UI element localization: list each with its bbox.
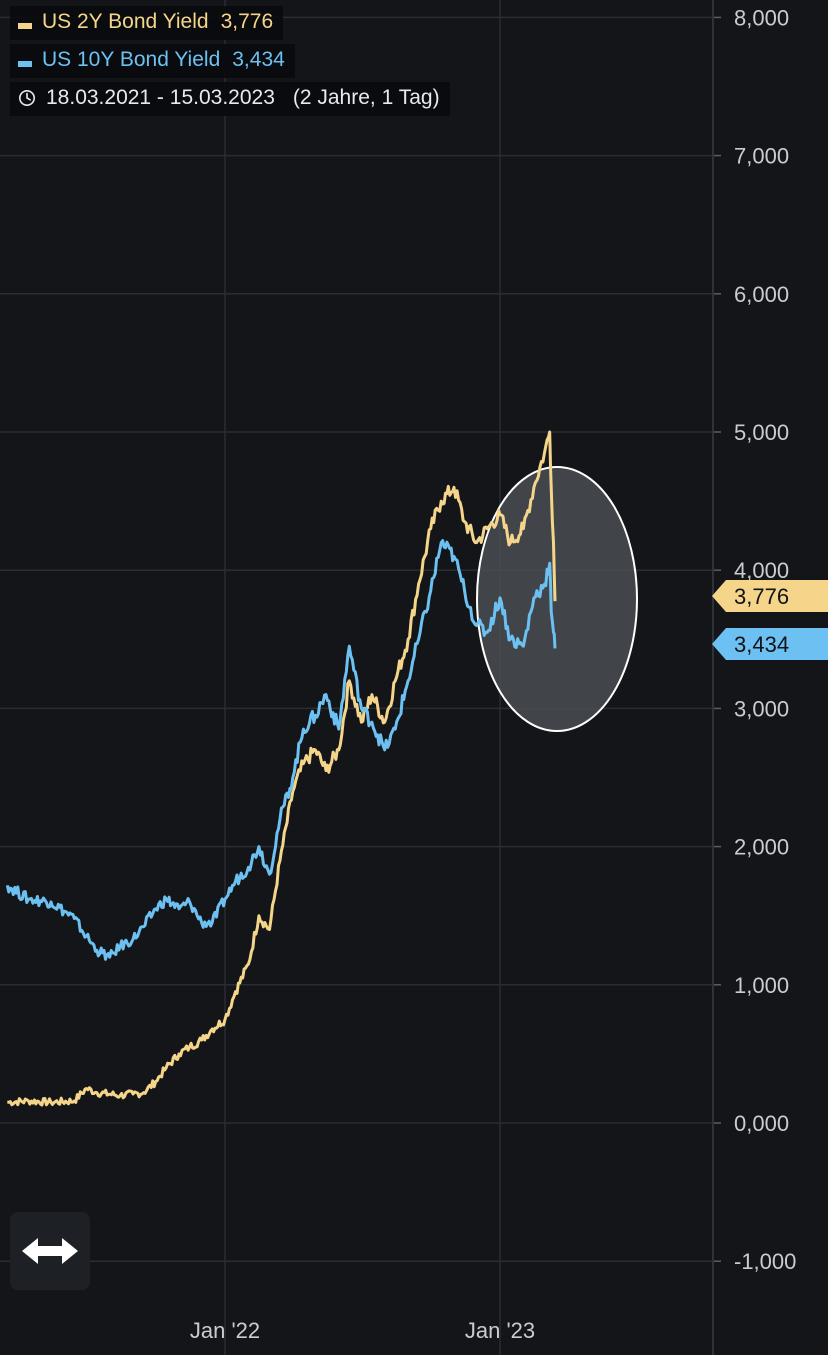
legend-value-2y: 3,776 [220, 10, 274, 33]
date-range: 18.03.2021 - 15.03.2023 [46, 86, 275, 109]
legend-item-10y[interactable]: US 10Y Bond Yield 3,434 [10, 44, 295, 78]
series-10y-swatch [18, 61, 32, 67]
y-axis: -1,000 0,000 1,000 2,000 3,000 4,000 5,000 6,00… [712, 0, 796, 1355]
last-value-text-2y: 3,776 [734, 584, 789, 609]
y-tick-label: 6,000 [734, 282, 789, 307]
y-tick-label: -1,000 [734, 1249, 796, 1274]
x-tick-label: Jan '22 [190, 1318, 260, 1343]
y-tick-label: 8,000 [734, 5, 789, 30]
legend-label-2y: US 2Y Bond Yield [42, 10, 209, 33]
last-value-tag-10y [712, 628, 828, 660]
date-range-row[interactable]: 18.03.2021 - 15.03.2023 (2 Jahre, 1 Tag) [10, 82, 450, 116]
y-tick-label: 4,000 [734, 558, 789, 583]
y-tick-label: 7,000 [734, 144, 789, 169]
series-2y-swatch [18, 23, 32, 29]
legend: US 2Y Bond Yield 3,776 US 10Y Bond Yield… [10, 6, 450, 120]
legend-item-2y[interactable]: US 2Y Bond Yield 3,776 [10, 6, 284, 40]
series-lines [5, 430, 557, 1107]
last-value-tag-2y [712, 580, 828, 612]
series-line-10y [5, 539, 557, 961]
series-line-2y [7, 430, 557, 1107]
date-range-duration: (2 Jahre, 1 Tag) [292, 86, 440, 109]
y-tick-label: 0,000 [734, 1111, 789, 1136]
last-value-text-10y: 3,434 [734, 632, 789, 657]
y-tick-label: 1,000 [734, 973, 789, 998]
x-tick-label: Jan '23 [465, 1318, 535, 1343]
highlight-ellipse [476, 466, 638, 732]
y-tick-label: 3,000 [734, 696, 789, 721]
x-axis: Jan '22 Jan '23 [190, 1318, 535, 1343]
clock-icon [18, 89, 36, 107]
pan-button[interactable] [10, 1212, 90, 1290]
y-tick-label: 2,000 [734, 835, 789, 860]
double-arrow-icon [22, 1238, 78, 1264]
legend-label-10y: US 10Y Bond Yield [42, 48, 221, 71]
legend-value-10y: 3,434 [232, 48, 285, 71]
y-tick-label: 5,000 [734, 420, 789, 445]
last-value-labels: 3,776 3,434 [712, 580, 828, 660]
